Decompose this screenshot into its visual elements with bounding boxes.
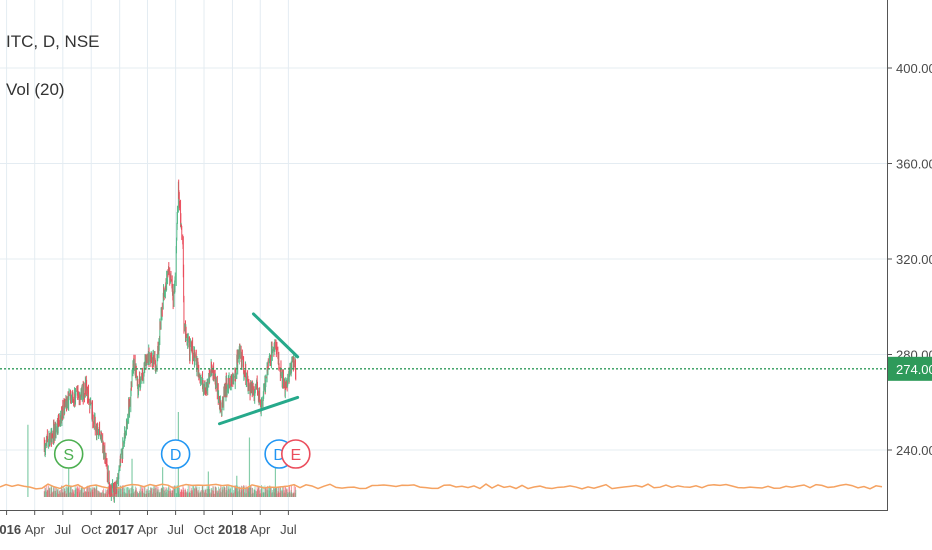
time-tick-label: Apr xyxy=(137,522,158,537)
time-tick-label: Jul xyxy=(167,522,184,537)
last-price-tag xyxy=(888,356,932,381)
last-price-label: 274.00 xyxy=(896,362,932,377)
event-marker-label: D xyxy=(273,447,285,464)
volume-panel xyxy=(0,412,883,497)
time-tick-label: 2016 xyxy=(0,522,21,537)
time-tick-label: Apr xyxy=(25,522,46,537)
time-tick-label: 2017 xyxy=(105,522,134,537)
time-tick-label: Apr xyxy=(250,522,271,537)
volume-ma-line xyxy=(0,483,883,490)
trendline-lower xyxy=(217,395,300,426)
time-tick-label: Jul xyxy=(280,522,297,537)
price-tick-label: 240.00 xyxy=(896,443,932,458)
time-tick-label: Oct xyxy=(194,522,215,537)
price-tick-label: 320.00 xyxy=(896,252,932,267)
candles xyxy=(43,179,297,503)
grid xyxy=(0,0,887,510)
time-tick-label: Jul xyxy=(55,522,72,537)
volume-indicator-legend[interactable]: Vol (20) xyxy=(6,80,65,99)
price-tick-label: 400.00 xyxy=(896,61,932,76)
event-marker-earnings xyxy=(281,439,311,469)
time-axis[interactable]: 2016AprJulOct2017AprJulOct2018AprJul xyxy=(0,510,932,550)
trendline-upper xyxy=(251,312,300,359)
event-marker-label: E xyxy=(290,447,301,464)
symbol-legend[interactable]: ITC, D, NSE xyxy=(6,32,100,51)
price-tick-label: 360.00 xyxy=(896,157,932,172)
trendlines[interactable] xyxy=(217,312,300,426)
time-tick-label: Oct xyxy=(81,522,102,537)
event-marker-label: D xyxy=(170,447,182,464)
time-tick-label: 2018 xyxy=(218,522,247,537)
event-marker-label: S xyxy=(63,447,74,464)
event-marker-dividend xyxy=(160,439,191,469)
event-marker-split xyxy=(53,439,84,469)
time-axis-bg xyxy=(0,510,932,550)
price-axis-bg xyxy=(887,0,932,550)
